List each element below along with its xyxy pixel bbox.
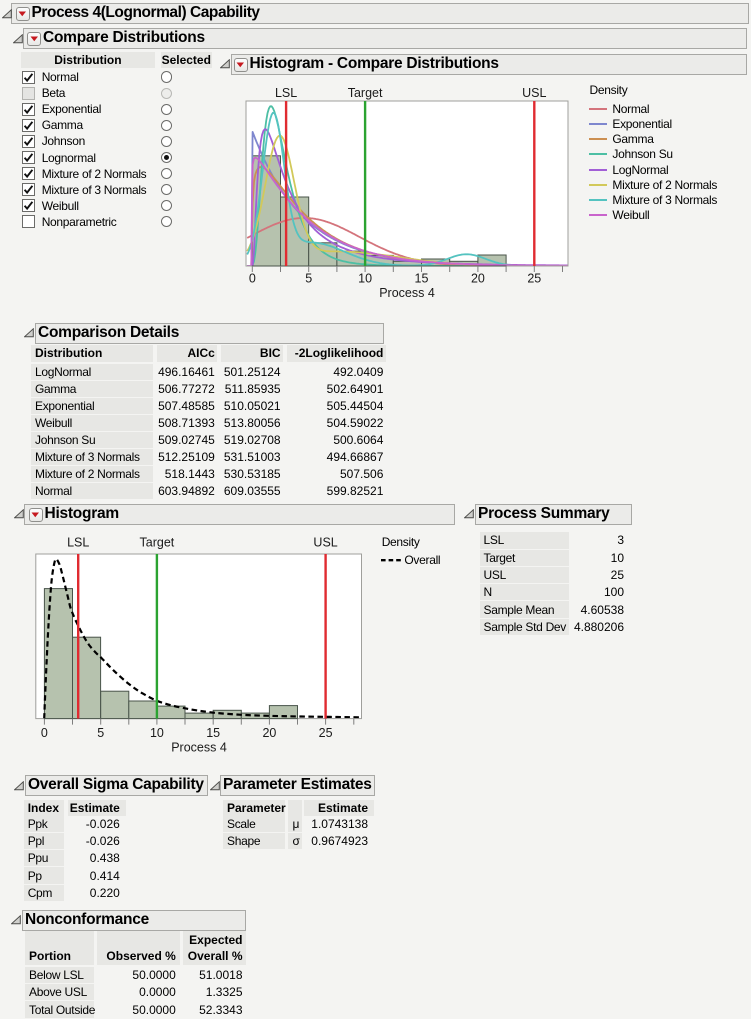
svg-text:LSL: LSL — [67, 536, 89, 550]
svg-text:USL: USL — [313, 536, 337, 550]
svg-text:5: 5 — [97, 726, 104, 740]
svg-text:10: 10 — [150, 726, 164, 740]
svg-text:Process 4: Process 4 — [171, 741, 227, 755]
svg-text:25: 25 — [527, 272, 541, 286]
svg-text:Target: Target — [348, 86, 383, 100]
svg-text:20: 20 — [471, 272, 485, 286]
svg-text:LSL: LSL — [275, 86, 297, 100]
svg-text:25: 25 — [319, 726, 333, 740]
svg-text:Process 4: Process 4 — [379, 286, 435, 300]
svg-text:Target: Target — [140, 536, 175, 550]
svg-text:20: 20 — [262, 726, 276, 740]
svg-text:USL: USL — [522, 86, 546, 100]
svg-text:10: 10 — [358, 272, 372, 286]
svg-text:0: 0 — [41, 726, 48, 740]
svg-text:15: 15 — [206, 726, 220, 740]
svg-text:15: 15 — [415, 272, 429, 286]
svg-text:5: 5 — [305, 272, 312, 286]
svg-text:0: 0 — [249, 272, 256, 286]
